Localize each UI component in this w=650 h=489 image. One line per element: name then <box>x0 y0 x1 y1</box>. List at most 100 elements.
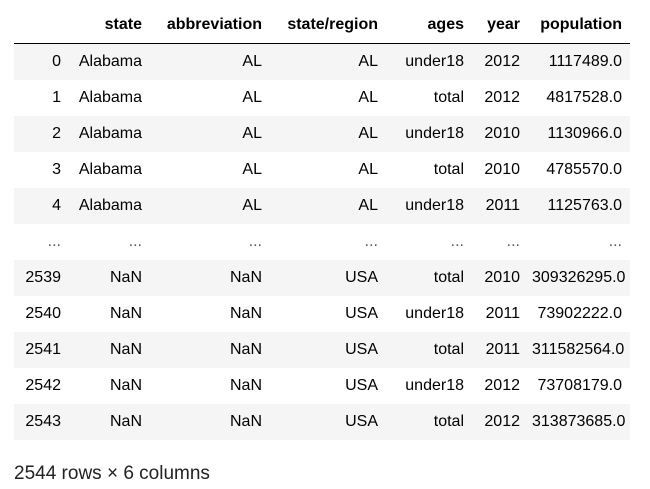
column-header-state: state <box>69 7 150 44</box>
row-index-cell: 1 <box>52 88 61 106</box>
cell-year: 2011 <box>485 340 520 358</box>
cell-ages: total <box>433 340 464 358</box>
cell-abbreviation: AL <box>242 88 262 106</box>
row-index-cell: 2540 <box>25 304 61 322</box>
cell-abbreviation: AL <box>242 160 262 178</box>
ellipsis-row: ..................... <box>14 223 630 260</box>
table-row: 1 Alabama AL AL total 2012 4817528.0 <box>14 79 630 116</box>
row-index-cell: 3 <box>52 160 61 178</box>
table-row: 4 Alabama AL AL under18 2011 1125763.0 <box>14 187 630 224</box>
cell-state-region: USA <box>345 304 378 322</box>
cell-ages: under18 <box>405 124 464 142</box>
row-index-cell: 2543 <box>25 412 61 430</box>
cell-year: 2012 <box>484 412 520 430</box>
cell-abbreviation: NaN <box>229 304 262 322</box>
cell-state: NaN <box>109 268 142 286</box>
cell-population: 1117489.0 <box>548 52 622 70</box>
table-row: 2542 NaN NaN USA under18 2012 73708179.0 <box>14 367 630 404</box>
cell-population: 73902222.0 <box>537 304 622 322</box>
cell-state-region: USA <box>345 376 378 394</box>
cell-abbreviation: NaN <box>229 376 262 394</box>
cell-abbreviation: NaN <box>229 340 262 358</box>
cell-year: 2010 <box>484 160 520 178</box>
column-header-ages: ages <box>386 7 472 44</box>
column-header-population: population <box>528 7 630 44</box>
cell-ages: under18 <box>405 304 464 322</box>
cell-year: 2012 <box>484 52 520 70</box>
cell-year: 2010 <box>484 268 520 286</box>
cell-state-region: AL <box>358 196 378 214</box>
table-row: 2539 NaN NaN USA total 2010 309326295.0 <box>14 259 630 296</box>
table-row: 3 Alabama AL AL total 2010 4785570.0 <box>14 151 630 188</box>
cell-ages: total <box>433 268 464 286</box>
cell-abbreviation: NaN <box>229 412 262 430</box>
cell-ages: under18 <box>405 52 464 70</box>
cell-population: ... <box>608 232 622 250</box>
cell-state-region: USA <box>345 412 378 430</box>
cell-state: NaN <box>109 304 142 322</box>
cell-abbreviation: NaN <box>229 268 262 286</box>
row-index-cell: 4 <box>52 196 61 214</box>
dataframe-output: state abbreviation state/region ages year pop… <box>14 7 630 440</box>
column-header-index <box>14 7 69 44</box>
cell-ages: under18 <box>405 196 464 214</box>
cell-state: Alabama <box>78 160 142 178</box>
cell-year: 2011 <box>485 196 520 214</box>
cell-state-region: USA <box>345 268 378 286</box>
cell-state: Alabama <box>78 52 142 70</box>
cell-population: 313873685.0 <box>532 412 626 430</box>
row-index-cell: 2 <box>52 124 61 142</box>
cell-abbreviation: ... <box>248 232 262 250</box>
cell-ages: total <box>433 88 464 106</box>
cell-population: 309326295.0 <box>532 268 626 286</box>
cell-ages: total <box>433 412 464 430</box>
table-row: 2543 NaN NaN USA total 2012 313873685.0 <box>14 403 630 440</box>
table-row: 0 Alabama AL AL under18 2012 1117489.0 <box>14 43 630 80</box>
cell-population: 73708179.0 <box>537 376 622 394</box>
cell-state: Alabama <box>78 124 142 142</box>
cell-year: 2010 <box>484 124 520 142</box>
cell-state: NaN <box>109 340 142 358</box>
cell-ages: total <box>433 160 464 178</box>
cell-state: NaN <box>109 412 142 430</box>
cell-state-region: USA <box>345 340 378 358</box>
cell-state-region: AL <box>358 160 378 178</box>
header-row: state abbreviation state/region ages year pop… <box>14 7 630 44</box>
cell-state: ... <box>128 232 142 250</box>
dataframe-table: state abbreviation state/region ages year pop… <box>14 7 630 440</box>
cell-year: 2012 <box>484 88 520 106</box>
table-row: 2 Alabama AL AL under18 2010 1130966.0 <box>14 115 630 152</box>
row-index-cell: 0 <box>52 52 61 70</box>
cell-population: 1130966.0 <box>547 124 622 142</box>
table-row: 2540 NaN NaN USA under18 2011 73902222.0 <box>14 295 630 332</box>
cell-ages: under18 <box>405 376 464 394</box>
cell-state: Alabama <box>78 88 142 106</box>
cell-state-region: AL <box>358 124 378 142</box>
cell-abbreviation: AL <box>242 124 262 142</box>
cell-population: 4785570.0 <box>546 160 622 178</box>
cell-state-region: AL <box>358 88 378 106</box>
row-index-cell: 2542 <box>25 376 61 394</box>
cell-state: Alabama <box>78 196 142 214</box>
cell-abbreviation: AL <box>242 196 262 214</box>
row-index-cell: ... <box>47 232 61 250</box>
cell-year: 2011 <box>485 304 520 322</box>
cell-state-region: AL <box>358 52 378 70</box>
column-header-year: year <box>472 7 528 44</box>
cell-year: ... <box>506 232 520 250</box>
cell-abbreviation: AL <box>242 52 262 70</box>
cell-year: 2012 <box>484 376 520 394</box>
row-index-cell: 2541 <box>25 340 61 358</box>
column-header-state-region: state/region <box>270 7 386 44</box>
cell-state-region: ... <box>364 232 378 250</box>
table-row: 2541 NaN NaN USA total 2011 311582564.0 <box>14 331 630 368</box>
cell-ages: ... <box>450 232 464 250</box>
column-header-abbreviation: abbreviation <box>150 7 270 44</box>
table-body: 0 Alabama AL AL under18 2012 1117489.0 1 Alabama… <box>14 43 630 440</box>
cell-population: 311582564.0 <box>532 340 625 358</box>
cell-population: 4817528.0 <box>546 88 622 106</box>
row-index-cell: 2539 <box>25 268 61 286</box>
cell-population: 1125763.0 <box>547 196 622 214</box>
cell-state: NaN <box>109 376 142 394</box>
shape-caption: 2544 rows × 6 columns <box>14 463 210 484</box>
